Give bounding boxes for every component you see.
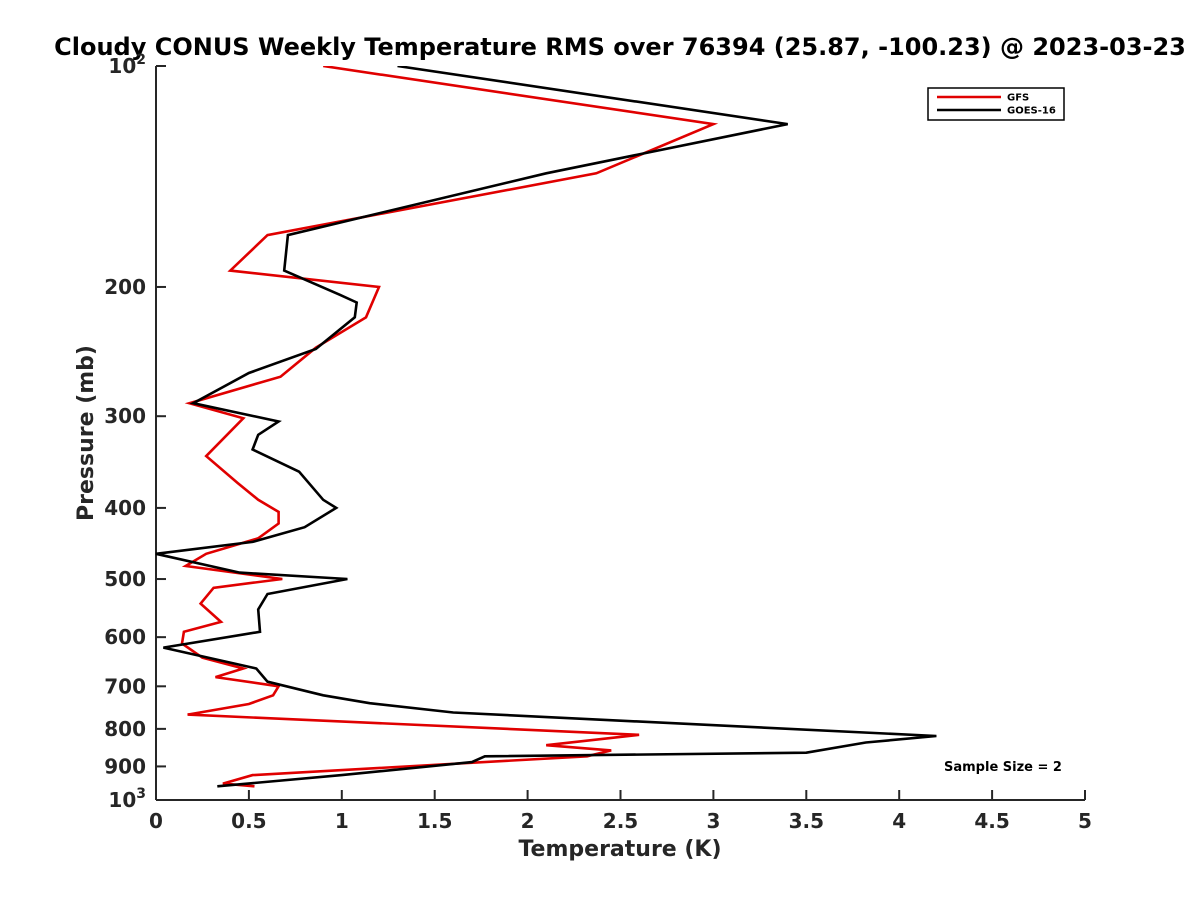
x-tick-label: 0.5 <box>231 809 266 833</box>
x-tick-label: 1.5 <box>417 809 452 833</box>
y-tick-label: 103 <box>108 786 146 812</box>
series-line-gfs <box>180 66 719 788</box>
series-line-goes-16 <box>155 66 937 788</box>
y-axis-label: Pressure (mb) <box>74 345 99 521</box>
y-tick-label: 500 <box>104 567 146 591</box>
x-tick-label: 3 <box>706 809 720 833</box>
x-tick-label: 1 <box>335 809 349 833</box>
y-tick-label: 400 <box>104 496 146 520</box>
y-tick-label: 200 <box>104 275 146 299</box>
y-tick-label: 900 <box>104 754 146 778</box>
y-tick-label: 700 <box>104 674 146 698</box>
y-tick-label: 102 <box>108 52 146 78</box>
x-axis-label: Temperature (K) <box>518 837 721 862</box>
y-tick-label: 300 <box>104 404 146 428</box>
legend-box <box>927 87 1065 121</box>
x-tick-label: 5 <box>1078 809 1092 833</box>
x-tick-label: 4.5 <box>974 809 1009 833</box>
legend: GFS GOES-16 <box>927 87 1065 121</box>
chart-title: Cloudy CONUS Weekly Temperature RMS over… <box>54 33 1186 61</box>
x-tick-label: 2.5 <box>603 809 638 833</box>
y-tick-label: 800 <box>104 717 146 741</box>
x-tick-label: 2 <box>521 809 535 833</box>
x-tick-label: 4 <box>892 809 906 833</box>
x-tick-label: 0 <box>149 809 163 833</box>
plot-lines <box>155 66 937 788</box>
x-tick-label: 3.5 <box>789 809 824 833</box>
legend-label: GOES-16 <box>1007 106 1056 117</box>
y-tick-label: 600 <box>104 625 146 649</box>
sample-size-annotation: Sample Size = 2 <box>944 760 1062 775</box>
legend-label: GFS <box>1007 93 1029 104</box>
axes: 0 0.5 1 1.5 2 2.5 3 3.5 4 4.5 5 102 200 300 400 500 600 7… <box>104 52 1092 833</box>
